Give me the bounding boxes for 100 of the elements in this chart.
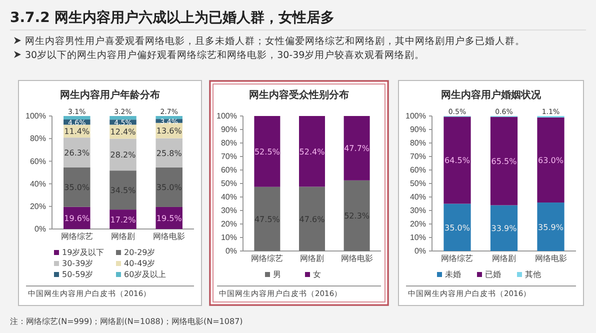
legend-label: 男 bbox=[273, 270, 281, 279]
bar bbox=[254, 116, 280, 187]
data-label: 65.5% bbox=[491, 157, 518, 166]
bar bbox=[490, 205, 518, 251]
data-label: 35.0% bbox=[156, 183, 182, 192]
data-label: 64.5% bbox=[444, 156, 470, 166]
bar bbox=[64, 138, 90, 168]
y-tick-label: 20% bbox=[410, 220, 426, 229]
data-label: 47.7% bbox=[344, 144, 370, 154]
bar bbox=[444, 204, 471, 251]
y-tick-label: 100% bbox=[406, 112, 426, 121]
data-label: 17.2% bbox=[110, 215, 136, 224]
bar bbox=[64, 116, 90, 120]
data-label: 25.8% bbox=[156, 148, 182, 158]
legend-label: 女 bbox=[313, 270, 321, 279]
data-label: 47.6% bbox=[299, 214, 326, 224]
y-tick-label: 80% bbox=[30, 134, 46, 144]
bar bbox=[110, 138, 136, 171]
x-tick-label: 网络剧 bbox=[111, 232, 135, 242]
legend-label: 20-29岁 bbox=[124, 248, 156, 257]
data-label: 52.3% bbox=[344, 212, 370, 221]
y-tick-label: 20% bbox=[30, 202, 46, 211]
legend-label: 60岁及以上 bbox=[124, 270, 166, 279]
x-tick-label: 网络剧 bbox=[492, 254, 516, 264]
chart-title: 网生内容用户年龄分布 bbox=[60, 89, 160, 101]
y-tick-label: 20% bbox=[220, 220, 237, 229]
bar bbox=[490, 116, 518, 206]
data-label: 63.0% bbox=[538, 156, 564, 166]
data-label: 28.2% bbox=[110, 150, 136, 160]
legend-label: 40-49岁 bbox=[124, 259, 156, 268]
data-label: 35.0% bbox=[444, 223, 470, 232]
y-tick-label: 90% bbox=[410, 125, 426, 134]
x-tick-label: 网络电影 bbox=[153, 232, 186, 242]
legend-label: 未婚 bbox=[445, 270, 461, 279]
bar bbox=[156, 167, 182, 207]
text: 注：网络综艺(N=999)；网络剧(N=1088)；网络电影(N=1087) bbox=[10, 317, 243, 326]
data-label: 52.5% bbox=[254, 147, 280, 156]
legend-label: 已婚 bbox=[485, 270, 501, 279]
text: 3.7.2 网生内容用户六成以上为已婚人群，女性居多 bbox=[10, 9, 335, 26]
x-tick-label: 网络电影 bbox=[534, 254, 567, 264]
bar bbox=[444, 116, 471, 204]
y-tick-label: 30% bbox=[410, 206, 426, 216]
data-label: 11.4% bbox=[64, 127, 90, 136]
x-tick-label: 网络综艺 bbox=[60, 232, 93, 242]
legend-label: 50-59岁 bbox=[62, 270, 94, 279]
bar bbox=[156, 116, 182, 120]
x-tick-label: 网络综艺 bbox=[251, 254, 284, 264]
data-label: 33.9% bbox=[491, 224, 518, 234]
y-tick-label: 30% bbox=[220, 206, 237, 216]
text: 30岁以下的网生内容用户偏好观看网络综艺和网络电影，30-39岁用户较喜欢观看网络剧。 bbox=[25, 49, 425, 61]
y-tick-label: 10% bbox=[220, 233, 237, 242]
y-tick-label: 40% bbox=[410, 192, 426, 202]
bar bbox=[64, 167, 90, 207]
y-tick-label: 50% bbox=[220, 179, 237, 188]
bar bbox=[299, 116, 325, 187]
y-tick-label: 50% bbox=[410, 179, 426, 188]
bar bbox=[110, 116, 136, 120]
y-tick-label: 100% bbox=[26, 112, 46, 121]
bar bbox=[537, 117, 564, 203]
legend-label: 其他 bbox=[525, 270, 541, 279]
y-tick-label: 70% bbox=[410, 152, 426, 162]
legend-label: 19岁及以下 bbox=[62, 248, 104, 257]
bar bbox=[299, 186, 325, 251]
data-label: 47.5% bbox=[254, 214, 280, 224]
data-label: 13.6% bbox=[156, 126, 182, 136]
text: 网生内容男性用户喜爱观看网络电影，且多未婚人群；女性偏爱网络综艺和网络剧，其中网络剧用户多已婚人群。 bbox=[25, 35, 525, 47]
y-tick-label: 80% bbox=[220, 138, 237, 148]
data-label: 26.3% bbox=[64, 148, 90, 158]
y-tick-label: 0% bbox=[225, 246, 237, 256]
legend-label: 30-39岁 bbox=[62, 259, 94, 268]
y-tick-label: 90% bbox=[220, 125, 237, 134]
bar bbox=[344, 180, 370, 251]
data-label: 52.4% bbox=[299, 147, 326, 156]
data-label: 35.9% bbox=[538, 222, 564, 232]
y-tick-label: 40% bbox=[220, 192, 237, 202]
y-tick-label: 70% bbox=[220, 152, 237, 162]
y-tick-label: 0% bbox=[414, 246, 426, 256]
y-tick-label: 100% bbox=[216, 112, 237, 121]
bar bbox=[344, 116, 370, 180]
data-label: 19.6% bbox=[64, 214, 90, 223]
data-label: 12.4% bbox=[110, 128, 136, 137]
y-tick-label: 60% bbox=[410, 166, 426, 175]
y-tick-label: 60% bbox=[220, 166, 237, 175]
y-tick-label: 40% bbox=[30, 179, 46, 188]
y-tick-label: 10% bbox=[410, 233, 426, 242]
x-tick-label: 网络电影 bbox=[340, 254, 373, 264]
y-tick-label: 0% bbox=[34, 224, 46, 234]
bar bbox=[156, 138, 182, 168]
bar bbox=[254, 186, 280, 251]
data-label: 34.5% bbox=[110, 186, 136, 196]
y-tick-label: 60% bbox=[30, 156, 46, 166]
y-tick-label: 80% bbox=[410, 138, 426, 148]
chart-title: 网生内容用户婚姻状况 bbox=[441, 89, 542, 101]
x-tick-label: 网络综艺 bbox=[441, 254, 474, 264]
data-label: 35.0% bbox=[64, 183, 90, 192]
bar bbox=[537, 202, 564, 251]
chart-title: 网生内容受众性别分布 bbox=[249, 89, 349, 101]
bar bbox=[110, 170, 136, 210]
x-tick-label: 网络剧 bbox=[300, 254, 324, 264]
data-label: 19.5% bbox=[156, 214, 182, 223]
